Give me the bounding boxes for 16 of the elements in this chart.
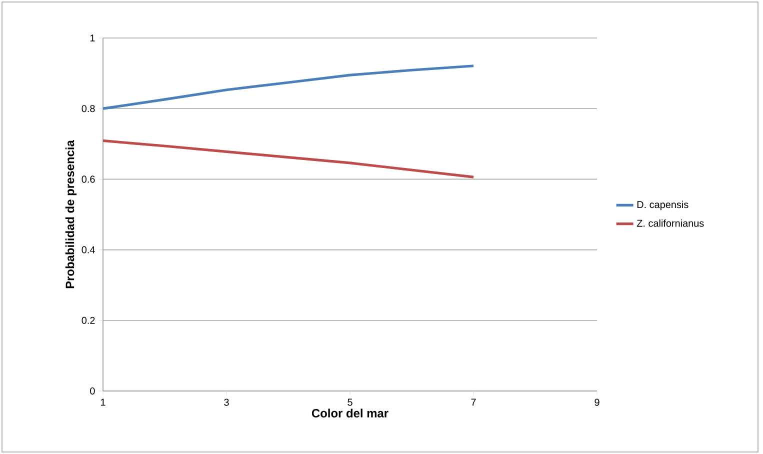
y-tick-label: 0 [90, 387, 95, 395]
x-tick-label: 1 [100, 398, 106, 406]
x-tick-label: 9 [594, 398, 600, 406]
x-tick-label: 7 [471, 398, 476, 406]
y-tick-label: 1 [90, 34, 95, 42]
line-series [103, 64, 475, 110]
y-tick-label: 0.8 [82, 105, 95, 112]
y-tick-label: 0.6 [82, 176, 95, 183]
legend-label: D. capensis [637, 200, 688, 210]
x-axis-title: Color del mar [312, 408, 388, 418]
y-tick-label: 0.2 [82, 316, 95, 324]
legend-label: Z. californianus [636, 219, 704, 227]
x-tick-label: 3 [224, 398, 229, 406]
y-axis-title: Probabilidad de presencia [65, 140, 77, 288]
x-tick-label: 5 [348, 398, 352, 406]
y-tick-label: 0.4 [82, 246, 95, 254]
